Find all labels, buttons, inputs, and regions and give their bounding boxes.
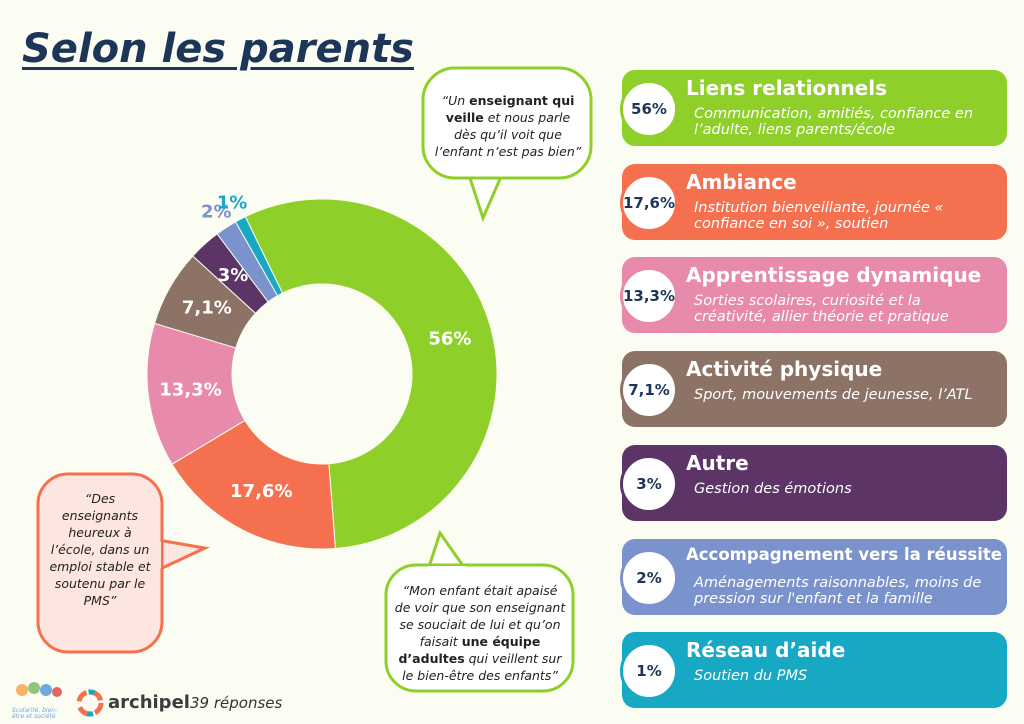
- card-title: Ambiance: [686, 169, 797, 194]
- card-title: Autre: [686, 450, 749, 475]
- badge: 2%: [620, 548, 678, 607]
- quote: “Des enseignants heureux à l’école, dans…: [48, 490, 152, 609]
- card: 3% Autre Gestion des émotions: [620, 444, 1007, 521]
- card-desc: Aménagements raisonnables, moins de pres…: [694, 574, 982, 607]
- badge: 7,1%: [620, 361, 678, 420]
- card-desc: Sport, mouvements de jeunesse, l’ATL: [694, 387, 973, 404]
- card: 7,1% Activité physique Sport, mouvements d…: [620, 351, 1007, 428]
- quote-emphasis: une équipe d’adultes: [398, 634, 541, 666]
- badge: 13,3%: [620, 267, 678, 326]
- card-title: Réseau d’aide: [686, 638, 846, 663]
- quote-text: “Mon enfant était apaisé de voir que son…: [394, 583, 566, 649]
- slice-label: 7,1%: [182, 298, 232, 319]
- slice-label: 13,3%: [159, 379, 221, 400]
- card: 56% Liens relationnels Communication, amit…: [620, 70, 1007, 146]
- quote-text: et nous parle dès qu’il voit que l’enfan…: [434, 110, 582, 159]
- bubble-top: [421, 66, 593, 223]
- card-title: Accompagnement vers la réussite: [686, 544, 1002, 564]
- card-title: Apprentissage dynamique: [686, 263, 982, 288]
- card-desc: Institution bienveillante, journée « con…: [694, 199, 944, 232]
- slice: [234, 216, 284, 297]
- card: 2% Accompagnement vers la réussite Aménage…: [620, 538, 1007, 615]
- slice-label: 2%: [201, 202, 232, 223]
- slice: [171, 419, 336, 550]
- card-desc: Communication, amitiés, confiance en l’a…: [694, 106, 974, 138]
- page-title: Selon les parents: [22, 26, 414, 72]
- card-desc: Sorties scolaires, curiosité et la créat…: [694, 293, 949, 326]
- card-title: Liens relationnels: [686, 76, 888, 100]
- slice-label: 3%: [218, 265, 249, 286]
- logo-caption: Scolarité, bien-être et société: [12, 707, 58, 720]
- quote-text: “Des enseignants heureux à l’école, dans…: [49, 491, 151, 608]
- badge: 17,6%: [620, 173, 678, 232]
- slice-label: 1%: [217, 192, 248, 213]
- badge: 56%: [620, 80, 678, 138]
- card-title: Activité physique: [686, 357, 883, 382]
- card-desc: Soutien du PMS: [694, 668, 808, 685]
- card: 13,3% Apprentissage dynamique Sorties scol…: [620, 257, 1007, 334]
- brand: archipel: [108, 692, 190, 713]
- school-logo: [16, 682, 62, 697]
- responses: 39 réponses: [190, 694, 283, 712]
- badge: 3%: [620, 454, 678, 513]
- card-desc: Gestion des émotions: [694, 480, 852, 497]
- slice-label: 17,6%: [230, 481, 292, 502]
- quote-emphasis: enseignant qui veille: [445, 93, 575, 125]
- badge: 1%: [620, 642, 678, 701]
- quote-text: qui veillent sur le bien-être des enfant…: [402, 651, 562, 683]
- quote: “Un enseignant qui veille et nous parle …: [434, 92, 582, 160]
- quote-text: “Un: [441, 93, 470, 108]
- bubble-bottom: [384, 529, 575, 693]
- slice-label: 56%: [428, 328, 471, 349]
- archipel-logo: [76, 689, 104, 717]
- card: 17,6% Ambiance Institution bienveillante, …: [620, 163, 1007, 240]
- bubble-left: [36, 472, 210, 654]
- slice: [244, 198, 498, 550]
- card: 1% Réseau d’aide Soutien du PMS: [620, 632, 1007, 709]
- quote: “Mon enfant était apaisé de voir que son…: [394, 582, 566, 684]
